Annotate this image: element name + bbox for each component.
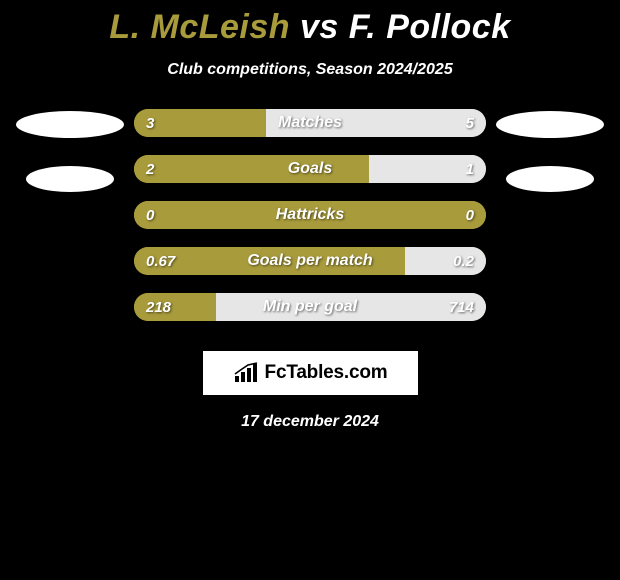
stat-left-value: 0.67 bbox=[146, 247, 175, 275]
stat-bar-left-fill bbox=[134, 155, 369, 183]
player2-name: F. Pollock bbox=[349, 8, 511, 46]
stat-bars: 35Matches21Goals00Hattricks0.670.2Goals … bbox=[134, 109, 486, 321]
stat-right-value: 5 bbox=[466, 109, 474, 137]
player1-name: L. McLeish bbox=[109, 8, 290, 46]
player2-badge-icon bbox=[496, 111, 604, 138]
brand-chart-icon bbox=[233, 362, 261, 384]
brand-box: FcTables.com bbox=[203, 351, 418, 395]
stat-bar-right-fill bbox=[216, 293, 486, 321]
player1-club-icon bbox=[26, 166, 114, 192]
stat-bar: 00Hattricks bbox=[134, 201, 486, 229]
vs-text: vs bbox=[300, 8, 339, 46]
subtitle: Club competitions, Season 2024/2025 bbox=[0, 61, 620, 79]
stat-bar: 35Matches bbox=[134, 109, 486, 137]
player1-badge-col bbox=[6, 109, 134, 321]
brand-text: FcTables.com bbox=[265, 362, 388, 384]
stat-left-value: 2 bbox=[146, 155, 154, 183]
stat-right-value: 1 bbox=[466, 155, 474, 183]
player1-badge-icon bbox=[16, 111, 124, 138]
stat-right-value: 714 bbox=[449, 293, 474, 321]
stat-bar-left-fill bbox=[134, 201, 486, 229]
stat-bar-right-fill bbox=[266, 109, 486, 137]
comparison-body: 35Matches21Goals00Hattricks0.670.2Goals … bbox=[0, 109, 620, 321]
stat-left-value: 0 bbox=[146, 201, 154, 229]
footer-date: 17 december 2024 bbox=[0, 413, 620, 431]
stat-left-value: 3 bbox=[146, 109, 154, 137]
comparison-title: L. McLeish vs F. Pollock bbox=[0, 0, 620, 47]
stat-bar: 21Goals bbox=[134, 155, 486, 183]
stat-bar: 0.670.2Goals per match bbox=[134, 247, 486, 275]
stat-left-value: 218 bbox=[146, 293, 171, 321]
player2-club-icon bbox=[506, 166, 594, 192]
stat-bar: 218714Min per goal bbox=[134, 293, 486, 321]
player2-badge-col bbox=[486, 109, 614, 321]
stat-right-value: 0.2 bbox=[453, 247, 474, 275]
stat-right-value: 0 bbox=[466, 201, 474, 229]
